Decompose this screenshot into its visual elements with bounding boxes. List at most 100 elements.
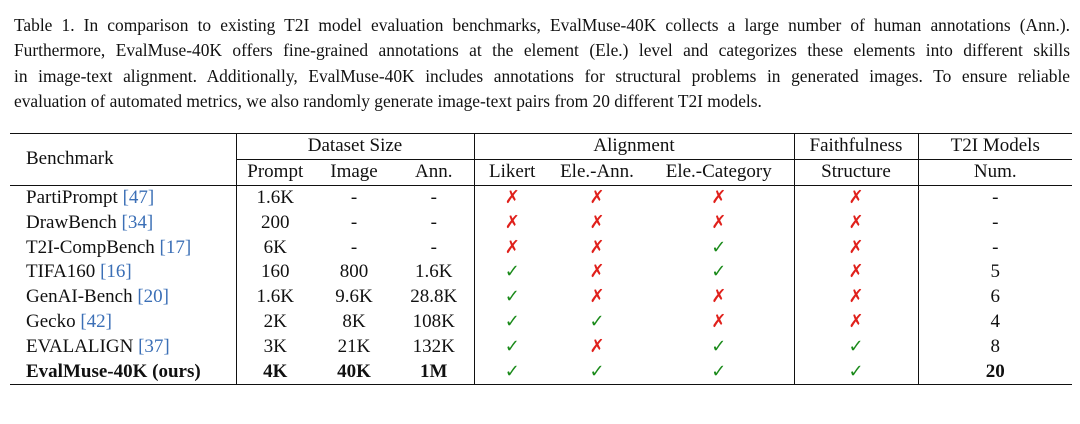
header-ele-ann: Ele.-Ann. (550, 159, 644, 186)
cross-icon: ✗ (848, 261, 864, 283)
header-structure: Structure (793, 159, 918, 186)
element-annotation-mark: ✓ (550, 310, 644, 335)
check-icon: ✓ (504, 360, 520, 382)
element-category-mark: ✓ (644, 260, 794, 285)
cross-icon: ✗ (848, 236, 864, 258)
element-category-mark: ✗ (644, 185, 794, 210)
structure-mark: ✗ (793, 284, 918, 310)
element-annotation-mark: ✗ (550, 285, 644, 310)
element-category-mark: ✗ (644, 210, 794, 235)
prompt-count: 2K (235, 309, 314, 335)
image-count: 8K (342, 310, 366, 332)
check-icon: ✓ (589, 310, 605, 332)
element-annotation-mark: ✗ (550, 235, 644, 260)
structure-mark: ✗ (793, 259, 918, 285)
benchmark-label: PartiPrompt (26, 186, 123, 208)
check-icon: ✓ (711, 335, 727, 357)
check-icon: ✓ (711, 261, 727, 283)
check-icon: ✓ (504, 261, 520, 283)
annotation-count: 1.6K (415, 261, 453, 283)
prompt-count: 6K (235, 235, 314, 260)
structure-mark: ✓ (793, 359, 918, 385)
structure-mark: ✗ (793, 235, 918, 260)
cross-icon: ✗ (848, 286, 864, 308)
caption-line: Furthermore, EvalMuse-40K offers fine-gr… (14, 40, 1070, 61)
header-alignment: Alignment (473, 133, 794, 160)
element-category-mark: ✓ (644, 359, 794, 385)
citation-link[interactable]: [16] (100, 261, 132, 283)
benchmark-name: TIFA160 [16] (10, 260, 236, 285)
structure-mark: ✗ (793, 309, 918, 335)
citation-link[interactable]: [42] (80, 310, 112, 332)
image-count: - (350, 211, 358, 233)
header-likert: Likert (473, 159, 550, 186)
structure-mark: ✗ (793, 185, 918, 211)
prompt-count: 200 (235, 210, 314, 236)
caption-line: in image-text alignment. Additionally, E… (14, 65, 1070, 86)
table-row: EvalMuse-40K (ours) 4K 40K 1M ✓ ✓ ✓ ✓ 20 (10, 359, 1072, 385)
likert-mark: ✗ (473, 185, 550, 211)
header-prompt: Prompt (235, 159, 314, 186)
t2i-model-count: 4 (917, 309, 1072, 335)
check-icon: ✓ (504, 335, 520, 357)
table-row: EVALALIGN [37] 3K 21K 132K ✓ ✗ ✓ ✓ 8 (10, 334, 1072, 360)
prompt-count: 3K (235, 334, 314, 360)
likert-mark: ✗ (473, 235, 550, 260)
benchmark-name: EVALALIGN [37] (10, 334, 236, 359)
table-caption: Table 1. In comparison to existing T2I m… (14, 13, 1070, 115)
table-row: PartiPrompt [47] 1.6K - - ✗ ✗ ✗ ✗ - (10, 185, 1072, 211)
t2i-model-count: - (917, 210, 1072, 236)
cross-icon: ✗ (504, 186, 520, 208)
image-count: - (350, 236, 358, 258)
benchmark-label: TIFA160 (26, 261, 101, 283)
citation-link[interactable]: [17] (159, 236, 192, 258)
image-count: 9.6K (335, 286, 373, 308)
table-row: TIFA160 [16] 160 800 1.6K ✓ ✗ ✓ ✗ 5 (10, 259, 1072, 285)
header-faithfulness: Faithfulness (793, 133, 918, 160)
element-annotation-mark: ✗ (550, 185, 644, 210)
element-category-mark: ✗ (644, 285, 794, 310)
header-benchmark: Benchmark (10, 133, 236, 186)
image-count: 21K (337, 335, 371, 357)
benchmark-label: Gecko (26, 310, 81, 332)
cross-icon: ✗ (848, 186, 864, 208)
benchmark-name: Gecko [42] (10, 310, 236, 335)
benchmark-name: EvalMuse-40K (ours) (10, 359, 236, 385)
check-icon: ✓ (711, 360, 727, 382)
likert-mark: ✓ (473, 259, 550, 285)
prompt-count: 1.6K (235, 284, 314, 310)
element-annotation-mark: ✗ (550, 210, 644, 235)
t2i-model-count: 5 (917, 259, 1072, 285)
benchmark-label: DrawBench (26, 211, 122, 233)
image-count: 40K (314, 359, 394, 385)
citation-link[interactable]: [20] (137, 286, 169, 308)
citation-link[interactable]: [47] (122, 186, 155, 208)
cross-icon: ✗ (589, 335, 605, 357)
cross-icon: ✗ (589, 236, 605, 258)
citation-link[interactable]: [37] (138, 335, 170, 357)
t2i-model-count: - (917, 235, 1072, 260)
cross-icon: ✗ (589, 186, 605, 208)
element-annotation-mark: ✓ (550, 359, 644, 385)
prompt-count: 4K (235, 359, 314, 385)
header-num: Num. (917, 159, 1072, 186)
cross-icon: ✗ (589, 286, 605, 308)
table-row: DrawBench [34] 200- - ✗ ✗ ✗ ✗ - (10, 210, 1072, 236)
benchmark-name: DrawBench [34] (10, 210, 236, 235)
check-icon: ✓ (504, 310, 520, 332)
header-dataset-size: Dataset Size (235, 133, 474, 160)
likert-mark: ✓ (473, 284, 550, 310)
cross-icon: ✗ (711, 286, 727, 308)
t2i-model-count: 8 (917, 334, 1072, 360)
annotation-count: 1M (394, 359, 474, 385)
check-icon: ✓ (848, 335, 864, 357)
caption-line: evaluation of automated metrics, we also… (14, 91, 762, 112)
benchmark-name: T2I-CompBench [17] (10, 235, 236, 260)
benchmark-label: EVALALIGN (26, 335, 139, 357)
cross-icon: ✗ (848, 211, 864, 233)
element-annotation-mark: ✗ (550, 334, 644, 359)
likert-mark: ✗ (473, 210, 550, 236)
element-category-mark: ✓ (644, 235, 794, 260)
header-row-groups: Benchmark Dataset Size Alignment Faithfu… (10, 133, 1072, 186)
citation-link[interactable]: [34] (121, 211, 154, 233)
